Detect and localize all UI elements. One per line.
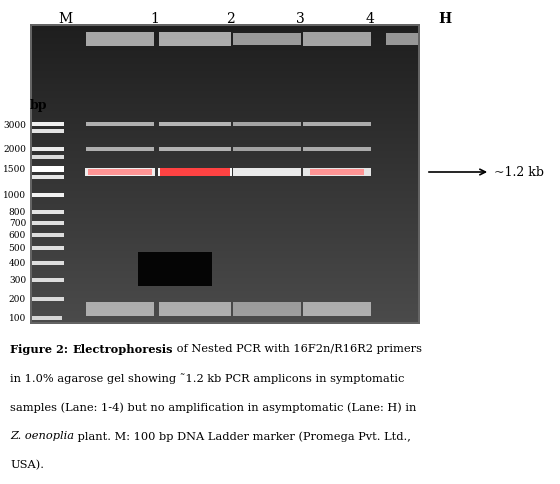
Text: in 1.0% agarose gel showing ˜1.2 kb PCR amplicons in symptomatic: in 1.0% agarose gel showing ˜1.2 kb PCR … bbox=[10, 372, 404, 383]
Text: 3: 3 bbox=[296, 12, 305, 26]
Text: 1000: 1000 bbox=[3, 191, 26, 200]
Text: 600: 600 bbox=[9, 231, 26, 240]
Text: 400: 400 bbox=[9, 259, 26, 268]
Text: USA).: USA). bbox=[10, 459, 44, 469]
Text: Z. oenoplia: Z. oenoplia bbox=[10, 430, 74, 440]
Text: 500: 500 bbox=[8, 244, 26, 253]
Text: 3000: 3000 bbox=[3, 120, 26, 129]
Text: Figure 2:: Figure 2: bbox=[10, 343, 72, 354]
Text: 800: 800 bbox=[9, 208, 26, 217]
Text: Electrophoresis: Electrophoresis bbox=[72, 343, 172, 354]
Text: 1: 1 bbox=[151, 12, 160, 26]
Text: 200: 200 bbox=[9, 295, 26, 304]
Text: 100: 100 bbox=[9, 314, 26, 323]
Text: 700: 700 bbox=[9, 219, 26, 228]
Text: plant. M: 100 bp DNA Ladder marker (Promega Pvt. Ltd.,: plant. M: 100 bp DNA Ladder marker (Prom… bbox=[74, 430, 411, 441]
Text: 1500: 1500 bbox=[3, 165, 26, 174]
Text: ~1.2 kb: ~1.2 kb bbox=[494, 166, 544, 179]
Text: bp: bp bbox=[29, 98, 46, 111]
Text: H: H bbox=[438, 12, 451, 26]
Text: 2000: 2000 bbox=[3, 145, 26, 154]
Text: 300: 300 bbox=[9, 276, 26, 285]
Text: M: M bbox=[58, 12, 72, 26]
Text: 4: 4 bbox=[366, 12, 375, 26]
Text: of Nested PCR with 16F2n/R16R2 primers: of Nested PCR with 16F2n/R16R2 primers bbox=[172, 343, 422, 353]
Text: 2: 2 bbox=[226, 12, 235, 26]
Text: samples (Lane: 1-4) but no amplification in asymptomatic (Lane: H) in: samples (Lane: 1-4) but no amplification… bbox=[10, 401, 417, 412]
